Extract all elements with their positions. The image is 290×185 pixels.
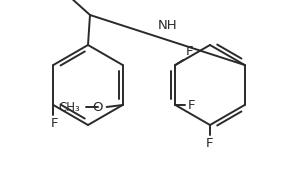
Text: F: F	[51, 117, 58, 130]
Text: F: F	[206, 137, 214, 150]
Text: F: F	[185, 45, 193, 58]
Text: F: F	[187, 98, 195, 112]
Text: CH₃: CH₃	[58, 100, 80, 114]
Text: NH: NH	[157, 19, 177, 32]
Text: O: O	[92, 100, 103, 114]
